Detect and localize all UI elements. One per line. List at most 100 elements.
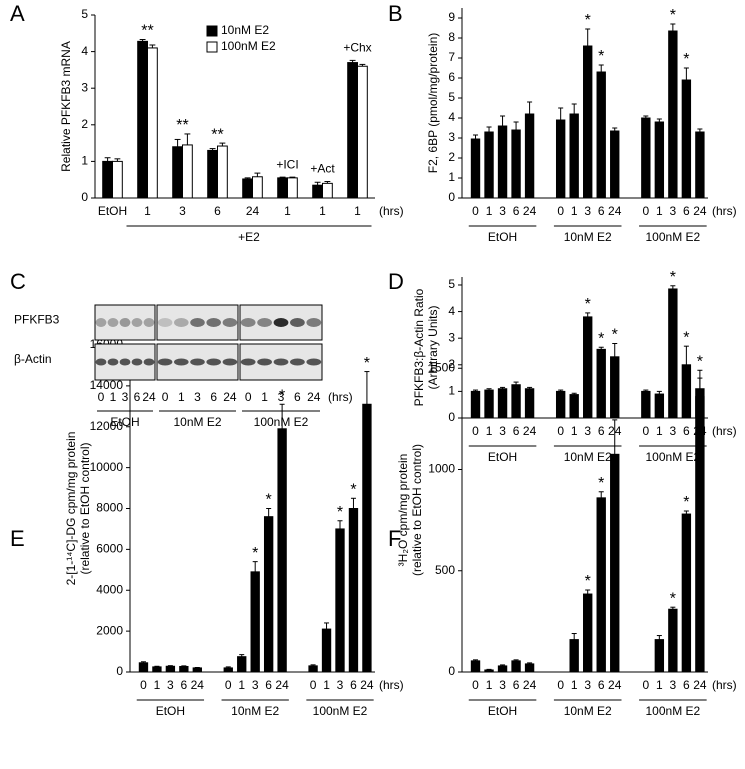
y-tick-label: 2 [448, 357, 455, 371]
panel-label: A [10, 1, 25, 26]
bar [511, 129, 521, 199]
group-label: EtOH [110, 415, 139, 429]
x-tick-label: 1 [319, 204, 326, 218]
x-tick-label: 6 [181, 678, 188, 692]
bar [470, 138, 481, 199]
y-tick-label: 6000 [96, 542, 123, 556]
bar [347, 62, 359, 199]
bar [695, 396, 705, 673]
x-tick-label: 3 [194, 390, 201, 404]
x-tick-label: 1 [261, 390, 268, 404]
x-tick-label: 3 [670, 204, 677, 218]
x-tick-label: 6 [294, 390, 301, 404]
bar [192, 667, 202, 673]
blot-band [119, 358, 131, 366]
blot-band [107, 358, 119, 366]
bar [569, 639, 579, 673]
group-label: 10nM E2 [564, 450, 612, 464]
bar [668, 288, 678, 419]
bar [484, 389, 494, 419]
x-tick-label: 0 [642, 678, 649, 692]
panel-label: E [10, 526, 25, 551]
x-tick-label: 24 [223, 390, 237, 404]
x-tick-label: 1 [110, 390, 117, 404]
x-unit: (hrs) [712, 424, 737, 438]
blot-band [190, 318, 205, 327]
bar [362, 403, 372, 673]
bar [312, 184, 324, 199]
blot-band [143, 318, 155, 327]
blot-band [206, 358, 221, 366]
blot-panel [94, 304, 156, 341]
x-unit: (hrs) [712, 678, 737, 692]
bar [470, 660, 481, 673]
bar [250, 571, 260, 673]
x-tick-label: 1 [238, 678, 245, 692]
blot-band [222, 358, 238, 366]
x-tick-label: 6 [214, 204, 221, 218]
x-tick-label: 3 [167, 678, 174, 692]
x-tick-label: 3 [278, 390, 285, 404]
bar [137, 40, 148, 199]
bar [182, 144, 193, 199]
y-tick-label: 4 [448, 304, 455, 318]
annotation: * [670, 7, 676, 24]
y-tick-label: 2 [448, 150, 455, 164]
bar [147, 47, 158, 199]
y-tick-label: 1500 [428, 360, 455, 374]
x-tick-label: 0 [245, 390, 252, 404]
bar [263, 516, 274, 673]
y-tick-label: 0 [448, 190, 455, 204]
y-tick-label: 5 [448, 277, 455, 291]
x-tick-label: 1 [486, 678, 493, 692]
bar [524, 663, 535, 673]
blot-row-label: PFKFB3 [14, 313, 60, 327]
y-tick-label: 4000 [96, 582, 123, 596]
bar [322, 182, 333, 199]
x-tick-label: 6 [210, 390, 217, 404]
bar [668, 608, 678, 673]
x-tick-label: 1 [284, 204, 291, 218]
x-tick-label: 1 [154, 678, 161, 692]
annotation: * [598, 48, 604, 65]
x-tick-label: 3 [499, 204, 506, 218]
group-label: 100nM E2 [254, 415, 309, 429]
bar [681, 513, 692, 673]
annotation: * [337, 504, 343, 521]
x-tick-label: 1 [323, 678, 330, 692]
bar [524, 113, 535, 199]
group-label: EtOH [488, 230, 517, 244]
blot-band [273, 318, 289, 327]
bar [237, 656, 247, 673]
x-tick-label: 3 [499, 678, 506, 692]
panel-label: F [388, 526, 401, 551]
y-tick-label: 9 [448, 10, 455, 24]
x-tick-label: 1 [656, 424, 663, 438]
annotation: * [585, 573, 591, 590]
x-tick-label: 3 [584, 678, 591, 692]
bar [569, 113, 579, 199]
x-tick-label: 6 [513, 678, 520, 692]
legend-label: 10nM E2 [221, 23, 269, 37]
blot-band [131, 358, 143, 366]
bar [654, 121, 665, 199]
x-tick-label: 3 [499, 424, 506, 438]
x-tick-label: 24 [608, 678, 622, 692]
bar [172, 146, 183, 199]
blot-band [174, 318, 189, 327]
group-label: 10nM E2 [231, 704, 279, 718]
x-tick-label: 0 [557, 424, 564, 438]
blot-band [273, 358, 289, 366]
panel-label: D [388, 269, 404, 294]
y-tick-label: 0 [448, 410, 455, 424]
bar [511, 660, 521, 673]
y-tick-label: 5 [448, 90, 455, 104]
x-tick-label: 1 [354, 204, 361, 218]
y-axis-label: 2-[1-¹⁴C]-DG cpm/mg protein [64, 432, 78, 586]
x-tick-label: 6 [598, 678, 605, 692]
bar [165, 665, 176, 673]
y-axis-label: Relative PFKFB3 mRNA [59, 41, 73, 172]
x-tick-label: 0 [642, 204, 649, 218]
x-unit: (hrs) [379, 204, 404, 218]
y-tick-label: 8 [448, 30, 455, 44]
